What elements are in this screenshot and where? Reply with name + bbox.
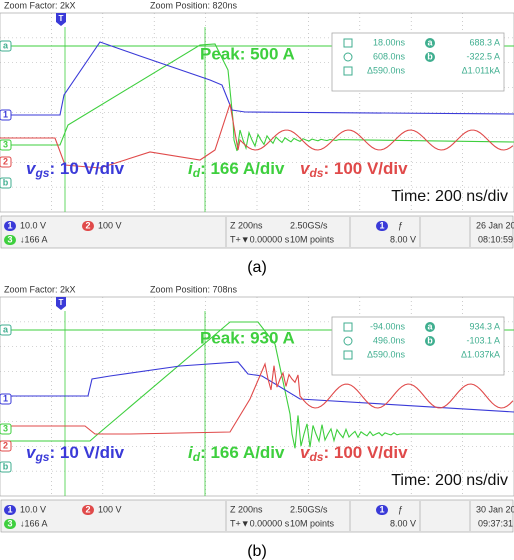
left-marker: 2 — [3, 440, 8, 450]
record-length: 10M points — [290, 518, 335, 528]
channel: 3 — [7, 234, 12, 244]
left-marker: 3 — [3, 139, 8, 149]
time-label: Time: 200 ns/div — [391, 472, 508, 489]
trigger-level: 8.00 V — [390, 518, 416, 528]
date: 30 Jan 2017 — [476, 504, 514, 514]
caption: (b) — [247, 543, 267, 560]
peak-label: Peak: 930 A — [200, 328, 295, 347]
time-label: Time: 200 ns/div — [391, 188, 508, 205]
cursor-time: 496.0ns — [373, 335, 406, 345]
figure: Zoom Factor: 2kXZoom Position: 820nsTa13… — [0, 0, 514, 560]
clock: 08:10:59 — [478, 234, 513, 244]
scale-text: : 100 V/div — [323, 159, 408, 178]
left-marker: 1 — [3, 109, 8, 119]
cursor-value: 934.3 A — [469, 321, 500, 331]
caption: (a) — [247, 259, 267, 276]
left-marker: 1 — [3, 393, 8, 403]
channel: 1 — [7, 220, 12, 230]
cursor-value: Δ1.011kA — [462, 65, 500, 75]
cursor-value: Δ1.037kA — [461, 349, 500, 359]
timebase: Z 200ns — [230, 220, 263, 230]
offset: T+▼0.00000 s — [230, 518, 290, 528]
trigger-marker: T — [59, 298, 64, 307]
sample-rate: 2.50GS/s — [290, 220, 328, 230]
left-marker: 3 — [3, 423, 8, 433]
timebase: Z 200ns — [230, 504, 263, 514]
scale-text: : 10 V/div — [49, 443, 124, 462]
scale-subscript: gs — [34, 450, 49, 464]
date: 26 Jan 2017 — [476, 220, 514, 230]
trigger-slope: ƒ — [398, 220, 403, 230]
trigger-channel: 1 — [379, 504, 384, 514]
trigger-slope: ƒ — [398, 504, 403, 514]
scale-subscript: ds — [309, 450, 323, 464]
scale-label: id: 166 A/div — [188, 159, 285, 180]
cursor-time: 18.00ns — [373, 37, 406, 47]
zoom-position: Zoom Position: 820ns — [150, 0, 238, 10]
scale-text: : 166 A/div — [200, 159, 285, 178]
channel-scale: ↓166 A — [20, 234, 48, 244]
peak-label: Peak: 500 A — [200, 44, 295, 63]
record-length: 10M points — [290, 234, 335, 244]
trigger-marker: T — [59, 14, 64, 23]
channel: 3 — [7, 518, 12, 528]
offset: T+▼0.00000 s — [230, 234, 290, 244]
scale-subscript: gs — [34, 166, 49, 180]
scale-text: : 100 V/div — [323, 443, 408, 462]
zoom-factor: Zoom Factor: 2kX — [4, 0, 76, 10]
channel-scale: 10.0 V — [20, 504, 46, 514]
cursor-label: b — [427, 51, 433, 61]
cursor-time: 608.0ns — [373, 51, 406, 61]
channel: 1 — [7, 504, 12, 514]
zoom-position: Zoom Position: 708ns — [150, 284, 238, 294]
cursor-label: b — [427, 335, 433, 345]
scale-label: id: 166 A/div — [188, 443, 285, 464]
cursor-time: Δ590.0ns — [367, 65, 406, 75]
channel: 2 — [85, 504, 90, 514]
scale-subscript: ds — [309, 166, 323, 180]
trigger-level: 8.00 V — [390, 234, 416, 244]
cursor-time: -94.00ns — [370, 321, 406, 331]
clock: 09:37:31 — [478, 518, 513, 528]
cursor-value: -103.1 A — [466, 335, 500, 345]
trigger-channel: 1 — [379, 220, 384, 230]
channel-scale: 100 V — [98, 504, 122, 514]
left-marker: 2 — [3, 156, 8, 166]
channel-scale: 100 V — [98, 220, 122, 230]
cursor-value: 688.3 A — [469, 37, 500, 47]
sample-rate: 2.50GS/s — [290, 504, 328, 514]
channel: 2 — [85, 220, 90, 230]
cursor-time: Δ590.0ns — [367, 349, 406, 359]
scale-text: : 166 A/div — [200, 443, 285, 462]
channel-scale: ↓166 A — [20, 518, 48, 528]
left-marker: b — [3, 177, 9, 187]
zoom-factor: Zoom Factor: 2kX — [4, 284, 76, 294]
scale-text: : 10 V/div — [49, 159, 124, 178]
cursor-value: -322.5 A — [466, 51, 500, 61]
left-marker: b — [3, 461, 9, 471]
channel-scale: 10.0 V — [20, 220, 46, 230]
